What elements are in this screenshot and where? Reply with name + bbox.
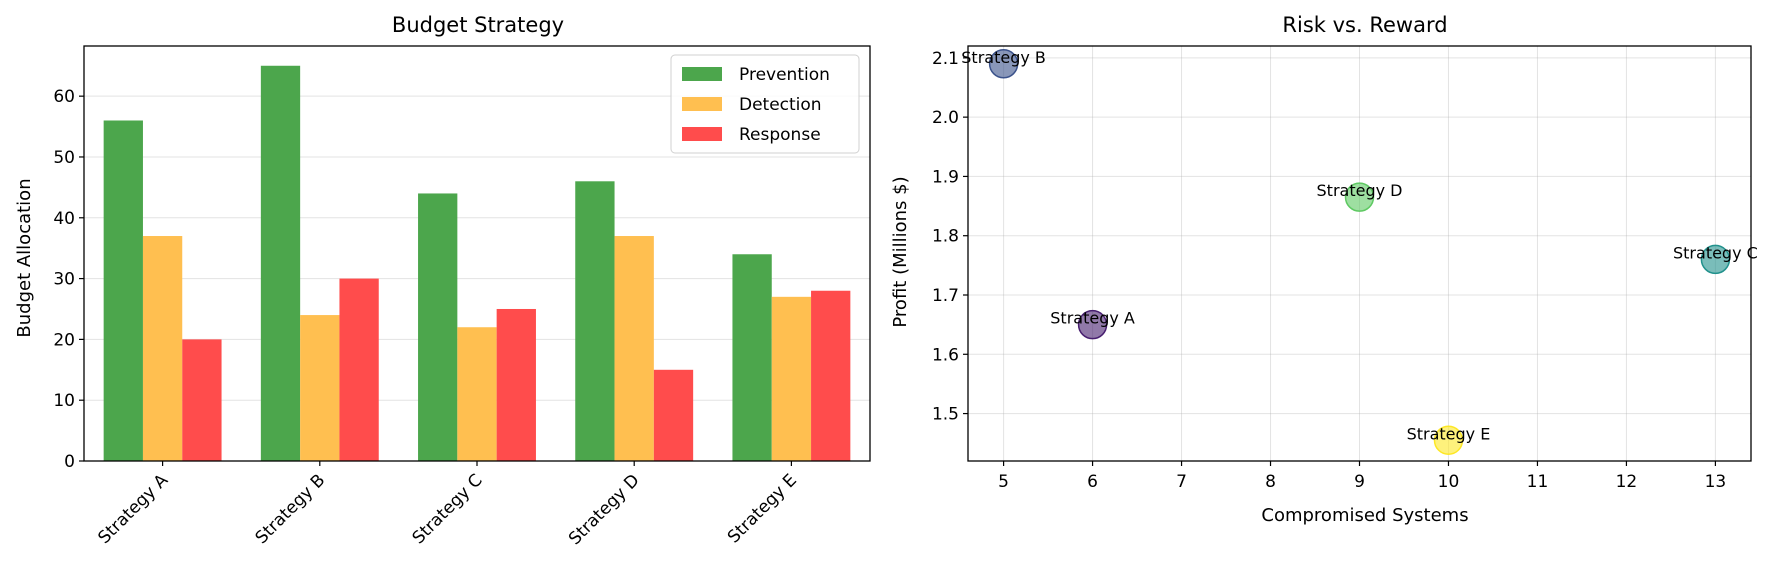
scatter-x-tick-label: 10 xyxy=(1438,472,1460,492)
scatter-point-strategy-c xyxy=(1700,244,1731,275)
bar-response-strategy-b xyxy=(339,278,379,461)
bar-response-strategy-e xyxy=(811,290,851,461)
legend-label-response: Response xyxy=(739,125,821,145)
bar-prevention-strategy-a xyxy=(103,120,143,461)
bar-y-tick-label: 30 xyxy=(53,270,75,290)
bar-x-tick-label: Strategy B xyxy=(252,470,330,548)
scatter-x-tick-label: 11 xyxy=(1527,472,1549,492)
legend-label-prevention: Prevention xyxy=(739,65,830,85)
scatter-y-tick-label: 1.7 xyxy=(932,286,959,306)
bar-y-tick-label: 0 xyxy=(64,452,75,472)
scatter-y-tick-label: 2.0 xyxy=(932,108,959,128)
bar-response-strategy-c xyxy=(496,308,536,461)
bar-detection-strategy-c xyxy=(457,327,497,461)
bar-x-tick-label: Strategy A xyxy=(94,470,172,548)
scatter-y-tick-label: 1.8 xyxy=(932,227,959,247)
scatter-chart-title: Risk vs. Reward xyxy=(1282,13,1447,37)
bar-response-strategy-a xyxy=(182,339,222,461)
bar-x-tick-label: Strategy D xyxy=(565,470,644,549)
scatter-chart-x-axis-label: Compromised Systems xyxy=(1261,505,1468,526)
scatter-y-tick-label: 1.6 xyxy=(932,345,959,365)
scatter-point-strategy-d xyxy=(1344,182,1375,212)
legend-swatch-response xyxy=(682,127,722,141)
risk-vs-reward-chart: Risk vs. Reward Compromised Systems Prof… xyxy=(890,13,1758,526)
bar-y-tick-label: 40 xyxy=(53,209,75,229)
bar-prevention-strategy-e xyxy=(732,254,772,461)
bar-chart-title: Budget Strategy xyxy=(392,13,564,37)
bar-chart-frame xyxy=(83,45,871,462)
scatter-point-strategy-b xyxy=(988,49,1019,79)
scatter-x-tick-label: 12 xyxy=(1616,472,1638,492)
scatter-point-label-strategy-d: Strategy D xyxy=(1317,181,1403,200)
bar-detection-strategy-b xyxy=(300,315,340,461)
bar-chart-y-axis-label: Budget Allocation xyxy=(14,178,35,337)
scatter-x-tick-label: 6 xyxy=(1087,472,1098,492)
bar-prevention-strategy-d xyxy=(575,181,615,462)
scatter-x-tick-label: 7 xyxy=(1176,472,1187,492)
scatter-point-label-strategy-a: Strategy A xyxy=(1050,309,1135,328)
bar-response-strategy-d xyxy=(653,369,694,461)
bar-detection-strategy-a xyxy=(142,236,183,461)
scatter-point-strategy-a xyxy=(1077,309,1108,340)
scatter-y-tick-label: 1.5 xyxy=(932,405,959,425)
budget-strategy-chart: Budget Strategy Budget Allocation 0 10 20 3… xyxy=(14,13,871,549)
scatter-point-label-strategy-e: Strategy E xyxy=(1407,424,1491,443)
bar-prevention-strategy-c xyxy=(418,193,458,461)
scatter-chart-y-axis-label: Profit (Millions $) xyxy=(890,176,911,327)
bar-detection-strategy-d xyxy=(614,236,654,461)
scatter-point-label-strategy-c: Strategy C xyxy=(1673,243,1758,262)
bar-y-tick-label: 60 xyxy=(53,87,75,107)
bar-x-tick-label: Strategy C xyxy=(409,470,487,548)
scatter-x-tick-label: 13 xyxy=(1705,472,1727,492)
scatter-point-label-strategy-b: Strategy B xyxy=(961,48,1046,67)
scatter-x-tick-label: 9 xyxy=(1354,472,1365,492)
scatter-x-tick-label: 8 xyxy=(1265,472,1276,492)
scatter-y-tick-label: 2.1 xyxy=(932,49,959,69)
bar-x-tick-label: Strategy E xyxy=(724,470,801,547)
scatter-x-tick-label: 5 xyxy=(998,472,1009,492)
bar-y-tick-label: 10 xyxy=(53,391,75,411)
bar-prevention-strategy-b xyxy=(260,65,301,461)
bar-y-tick-label: 50 xyxy=(53,148,75,168)
bar-y-tick-label: 20 xyxy=(53,330,75,350)
bar-chart-legend: Prevention Detection Response xyxy=(670,54,860,154)
legend-swatch-detection xyxy=(682,97,722,111)
scatter-point-strategy-e xyxy=(1433,425,1464,455)
scatter-chart-frame xyxy=(967,45,1752,462)
legend-label-detection: Detection xyxy=(739,95,822,115)
scatter-y-tick-label: 1.9 xyxy=(932,167,959,187)
legend-swatch-prevention xyxy=(682,67,722,81)
bar-detection-strategy-e xyxy=(771,296,812,461)
